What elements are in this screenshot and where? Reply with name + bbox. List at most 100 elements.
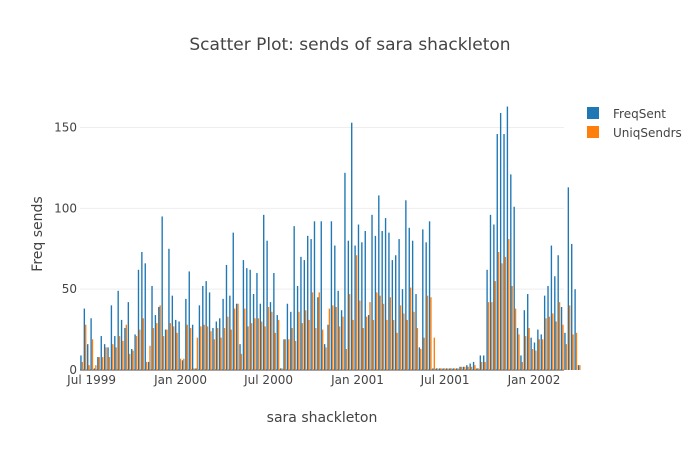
bar-uniqsendrs bbox=[288, 339, 290, 370]
bar-uniqsendrs bbox=[210, 331, 212, 370]
bar-freqsent bbox=[422, 229, 424, 370]
bar-freqsent bbox=[185, 298, 187, 370]
bar-uniqsendrs bbox=[558, 302, 561, 370]
bar-freqsent bbox=[320, 221, 322, 370]
bar-freqsent bbox=[401, 289, 404, 370]
bar-uniqsendrs bbox=[430, 297, 432, 370]
legend-item-uniqsendrs[interactable]: UniqSendrs bbox=[587, 126, 682, 140]
bar-freqsent bbox=[554, 276, 556, 370]
bar-freqsent bbox=[398, 239, 400, 370]
bar-freqsent bbox=[310, 239, 312, 370]
bar-uniqsendrs bbox=[365, 316, 368, 370]
bar-uniqsendrs bbox=[416, 327, 419, 370]
bar-freqsent bbox=[530, 337, 532, 370]
bar-uniqsendrs bbox=[376, 292, 378, 370]
bar-freqsent bbox=[395, 255, 397, 370]
bar-freqsent bbox=[178, 321, 180, 370]
bar-freqsent bbox=[97, 357, 99, 370]
bar-freqsent bbox=[476, 368, 478, 370]
bar-uniqsendrs bbox=[572, 334, 574, 370]
legend[interactable]: FreqSent UniqSendrs bbox=[587, 107, 682, 140]
bar-uniqsendrs bbox=[352, 319, 354, 370]
bar-freqsent bbox=[506, 106, 509, 371]
bar-freqsent bbox=[141, 252, 143, 370]
bar-uniqsendrs bbox=[433, 337, 436, 370]
bar-freqsent bbox=[147, 361, 150, 370]
bar-freqsent bbox=[87, 344, 89, 370]
bar-uniqsendrs bbox=[481, 361, 483, 370]
bar-uniqsendrs bbox=[413, 311, 415, 370]
legend-item-freqsent[interactable]: FreqSent bbox=[587, 107, 666, 121]
bar-uniqsendrs bbox=[240, 353, 243, 370]
bar-freqsent bbox=[259, 303, 262, 370]
bar-freqsent bbox=[455, 368, 458, 370]
bar-freqsent bbox=[347, 240, 350, 370]
bar-freqsent bbox=[439, 368, 441, 370]
bar-uniqsendrs bbox=[311, 292, 314, 370]
bar-uniqsendrs bbox=[396, 332, 398, 370]
bar-freqsent bbox=[489, 214, 492, 370]
legend-label-uniqsendrs: UniqSendrs bbox=[613, 126, 682, 140]
bar-uniqsendrs bbox=[281, 368, 283, 370]
bar-uniqsendrs bbox=[457, 368, 459, 370]
x-tick-label: Jan 2000 bbox=[153, 373, 207, 387]
bar-uniqsendrs bbox=[335, 306, 337, 370]
bar-freqsent bbox=[307, 235, 309, 370]
bar-freqsent bbox=[411, 240, 414, 370]
bar-uniqsendrs bbox=[108, 357, 111, 370]
y-tick-label: 100 bbox=[54, 201, 77, 215]
bar-freqsent bbox=[357, 224, 360, 370]
bar-uniqsendrs bbox=[176, 332, 178, 370]
bar-freqsent bbox=[445, 368, 448, 370]
bar-uniqsendrs bbox=[244, 308, 246, 370]
bar-uniqsendrs bbox=[491, 302, 493, 370]
bar-freqsent bbox=[323, 344, 326, 370]
bar-uniqsendrs bbox=[359, 300, 361, 370]
bar-uniqsendrs bbox=[521, 361, 524, 370]
bar-uniqsendrs bbox=[250, 323, 253, 370]
bar-freqsent bbox=[110, 305, 113, 370]
bar-uniqsendrs bbox=[105, 347, 107, 370]
bar-uniqsendrs bbox=[487, 302, 490, 370]
bar-freqsent bbox=[269, 302, 272, 370]
x-axis-title: sara shackleton bbox=[267, 410, 378, 426]
bar-freqsent bbox=[229, 295, 231, 370]
bar-freqsent bbox=[195, 368, 197, 370]
bar-uniqsendrs bbox=[291, 327, 293, 370]
bar-uniqsendrs bbox=[284, 339, 287, 370]
bar-freqsent bbox=[513, 206, 515, 370]
bar-uniqsendrs bbox=[118, 336, 121, 370]
bar-uniqsendrs bbox=[474, 365, 476, 370]
chart-title: Scatter Plot: sends of sara shackleton bbox=[189, 35, 510, 55]
bar-freqsent bbox=[499, 113, 502, 370]
bar-uniqsendrs bbox=[85, 324, 87, 370]
bar-freqsent bbox=[266, 240, 268, 370]
bar-freqsent bbox=[435, 368, 438, 370]
bar-uniqsendrs bbox=[464, 366, 466, 370]
bar-uniqsendrs bbox=[88, 365, 90, 370]
bar-uniqsendrs bbox=[112, 344, 114, 370]
y-tick-label: 150 bbox=[54, 121, 77, 135]
bar-freqsent bbox=[120, 319, 123, 370]
bar-uniqsendrs bbox=[95, 365, 97, 370]
bar-freqsent bbox=[273, 273, 275, 370]
bar-uniqsendrs bbox=[437, 368, 439, 370]
bar-freqsent bbox=[459, 366, 461, 370]
bar-uniqsendrs bbox=[355, 255, 358, 370]
bar-uniqsendrs bbox=[132, 350, 134, 370]
bar-uniqsendrs bbox=[484, 361, 486, 370]
bar-uniqsendrs bbox=[528, 327, 530, 370]
bar-uniqsendrs bbox=[203, 324, 205, 370]
bar-uniqsendrs bbox=[423, 337, 425, 370]
bar-freqsent bbox=[158, 306, 160, 370]
bar-uniqsendrs bbox=[453, 368, 456, 370]
bar-freqsent bbox=[208, 292, 211, 370]
bar-uniqsendrs bbox=[196, 337, 199, 370]
bar-freqsent bbox=[364, 231, 366, 370]
bar-uniqsendrs bbox=[535, 350, 537, 370]
bar-uniqsendrs bbox=[156, 323, 158, 370]
bar-uniqsendrs bbox=[298, 311, 300, 370]
bar-uniqsendrs bbox=[264, 326, 266, 370]
bar-uniqsendrs bbox=[511, 285, 513, 370]
bar-uniqsendrs bbox=[142, 318, 144, 370]
